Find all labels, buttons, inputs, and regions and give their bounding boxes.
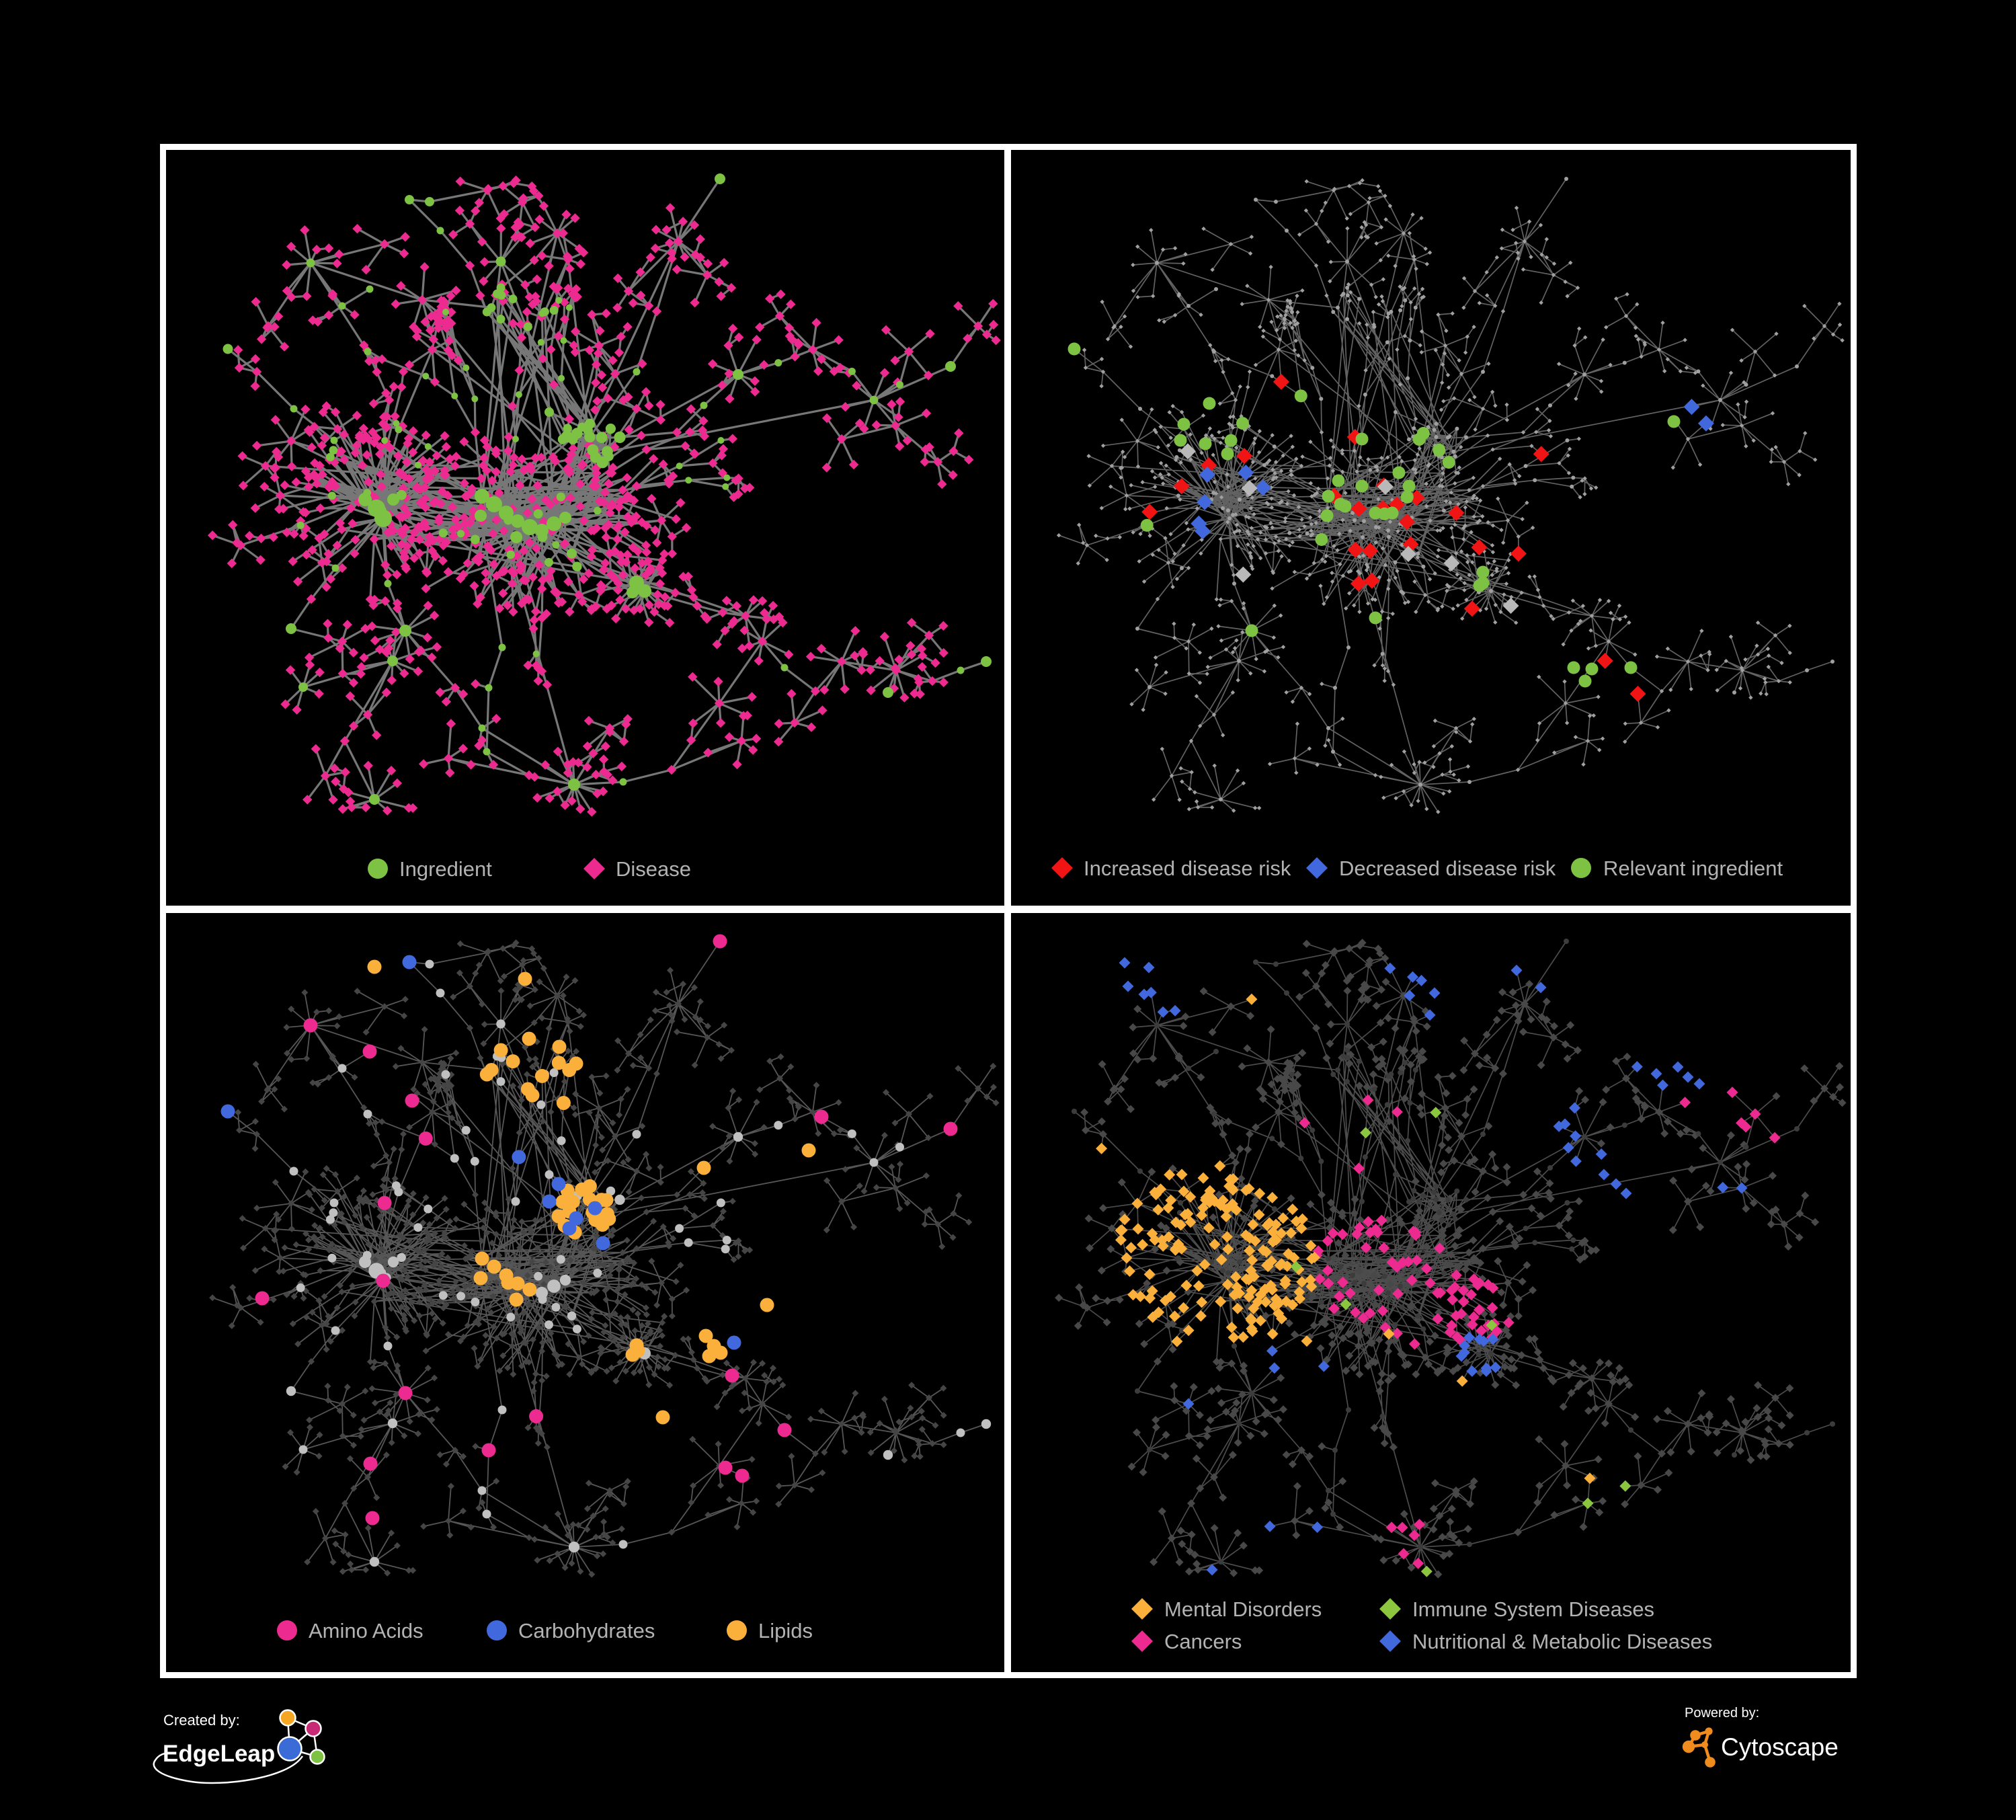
- svg-text:Amino Acids: Amino Acids: [309, 1619, 424, 1643]
- svg-text:Ingredient: Ingredient: [399, 857, 492, 881]
- svg-text:Cancers: Cancers: [1164, 1630, 1242, 1653]
- svg-text:Decreased disease risk: Decreased disease risk: [1339, 857, 1556, 880]
- svg-text:Powered by:: Powered by:: [1685, 1706, 1759, 1720]
- svg-text:Created by:: Created by:: [163, 1712, 240, 1729]
- svg-text:Carbohydrates: Carbohydrates: [518, 1619, 655, 1643]
- svg-text:Immune System Diseases: Immune System Diseases: [1412, 1597, 1654, 1621]
- svg-text:Increased disease risk: Increased disease risk: [1084, 857, 1291, 880]
- svg-text:Disease: Disease: [616, 857, 691, 881]
- svg-text:Relevant ingredient: Relevant ingredient: [1603, 857, 1783, 880]
- svg-text:Nutritional & Metabolic Diseas: Nutritional & Metabolic Diseases: [1412, 1630, 1712, 1653]
- svg-text:Lipids: Lipids: [758, 1619, 813, 1643]
- svg-text:Cytoscape: Cytoscape: [1721, 1733, 1839, 1761]
- svg-text:Mental Disorders: Mental Disorders: [1164, 1597, 1322, 1621]
- svg-text:EdgeLeap: EdgeLeap: [163, 1741, 275, 1767]
